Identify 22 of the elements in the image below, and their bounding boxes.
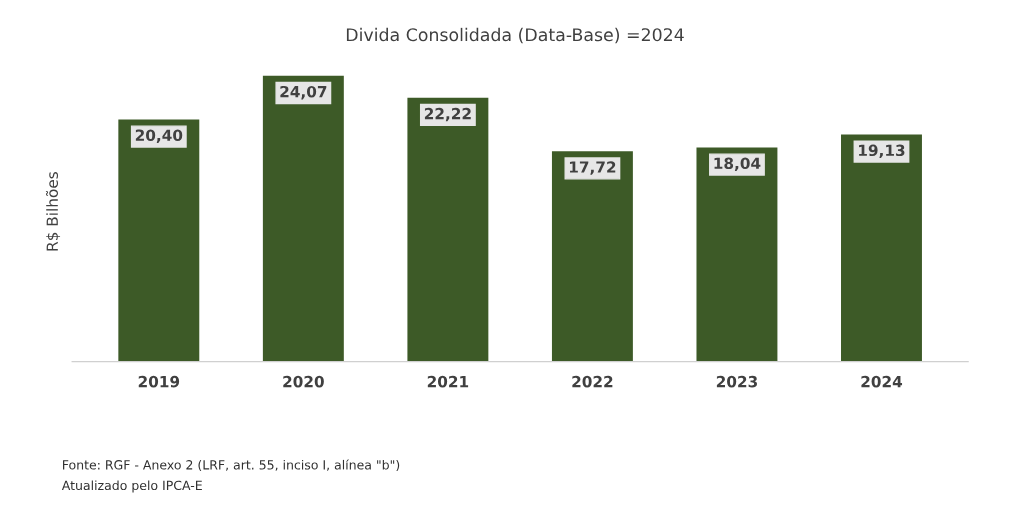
source-note: Fonte: RGF - Anexo 2 (LRF, art. 55, inciso I, alínea "b") [63, 459, 400, 472]
chart-title: Divida Consolidada (Data-Base) =2024 [346, 27, 684, 44]
bar [841, 134, 922, 362]
x-tick-label: 2024 [861, 375, 903, 388]
bar [551, 151, 633, 362]
data-label: 17,72 [569, 161, 616, 175]
bar [407, 97, 489, 362]
data-label: 18,04 [714, 157, 761, 171]
bar [262, 75, 344, 362]
bar [118, 119, 200, 362]
x-tick-label: 2019 [138, 375, 180, 388]
data-label: 20,40 [135, 129, 183, 143]
x-tick-label: 2020 [283, 375, 324, 388]
data-label: 19,13 [859, 144, 905, 159]
data-label: 22,22 [424, 107, 471, 122]
x-tick-label: 2021 [427, 375, 469, 388]
x-tick-label: 2023 [716, 375, 757, 388]
data-label: 24,07 [280, 85, 327, 100]
text: Atualizado pelo IPCA-E [61, 480, 202, 493]
x-tick-label: 2022 [572, 375, 613, 388]
bar [696, 147, 778, 362]
y-axis-title: R$ Bilhões [45, 172, 61, 251]
